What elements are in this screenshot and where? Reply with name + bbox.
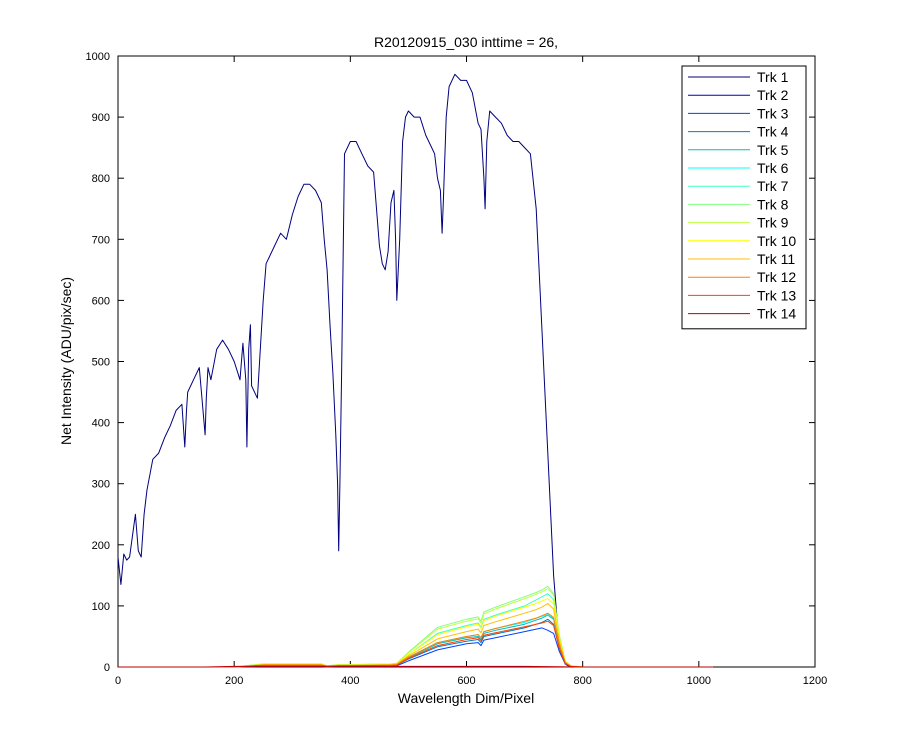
chart-title: R20120915_030 inttime = 26, [374,34,558,50]
legend-entry-label: Trk 5 [757,142,789,158]
axis-ticks: 0 200 400 600 800 1000 1200 0 100 200 300 400 500 600… [86,51,828,687]
y-tick-label: 500 [92,357,110,369]
legend-entry-label: Trk 14 [757,306,796,322]
x-tick-label: 400 [341,675,359,687]
series-lines [117,73,713,668]
x-tick-label: 800 [573,675,591,687]
legend-entry-label: Trk 3 [757,105,789,121]
series-line-trk-11 [118,603,713,668]
x-tick-label: 1000 [687,675,711,687]
legend-entry-label: Trk 10 [757,233,796,249]
legend-entry-label: Trk 13 [757,287,796,303]
x-tick-label: 200 [225,675,243,687]
legend: Trk 1 Trk 2 Trk 3 Trk 4 Trk 5 Trk 6 Trk 7 Trk 8… [681,65,807,330]
y-tick-label: 100 [92,601,110,613]
y-tick-label: 300 [92,479,110,491]
y-tick-label: 0 [104,662,110,674]
x-tick-label: 0 [115,675,121,687]
y-tick-label: 900 [92,112,110,124]
series-line-trk-1 [117,73,713,668]
x-tick-label: 600 [457,675,475,687]
legend-entry-label: Trk 1 [757,69,789,85]
legend-entry-label: Trk 9 [757,215,789,231]
series-line-trk-13 [118,620,713,668]
legend-entry-label: Trk 2 [757,87,789,103]
y-tick-label: 200 [92,540,110,552]
y-tick-label: 800 [92,173,110,185]
x-axis-label: Wavelength Dim/Pixel [398,690,534,706]
y-axis-label: Net Intensity (ADU/pix/sec) [58,277,74,445]
y-tick-label: 1000 [86,51,110,63]
x-tick-label: 1200 [803,675,827,687]
legend-entry-label: Trk 8 [757,196,789,212]
y-tick-label: 400 [92,418,110,430]
legend-entry-label: Trk 11 [757,251,795,267]
y-tick-label: 700 [92,234,110,246]
legend-entry-label: Trk 4 [757,124,789,140]
y-tick-label: 600 [92,295,110,307]
series-line-trk-14 [118,665,713,668]
legend-entry-label: Trk 7 [757,178,789,194]
legend-entry-label: Trk 12 [757,269,796,285]
legend-box [681,65,807,330]
legend-entry-label: Trk 6 [757,160,789,176]
